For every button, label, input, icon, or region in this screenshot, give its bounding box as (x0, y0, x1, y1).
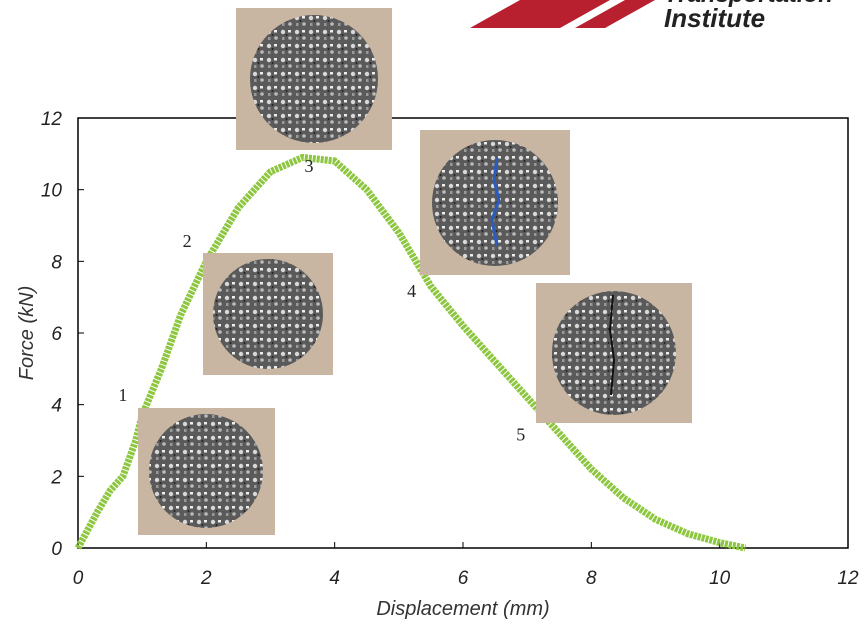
x-tick-label: 8 (586, 568, 597, 589)
y-tick-label: 6 (51, 324, 62, 345)
y-tick-label: 0 (51, 539, 62, 560)
y-tick-label: 2 (50, 467, 62, 488)
specimen-photos (138, 8, 692, 535)
x-tick-label: 12 (837, 568, 859, 589)
x-tick-label: 6 (458, 568, 469, 589)
logo-text: Institute (664, 3, 765, 33)
y-axis-label: Force (kN) (16, 286, 38, 380)
x-tick-label: 2 (200, 568, 212, 589)
logo-text: Transportation (664, 0, 833, 8)
x-tick-label: 10 (709, 568, 731, 589)
annotation: 3 (305, 156, 314, 176)
x-axis-label: Displacement (mm) (376, 598, 549, 620)
logo: Transportation Institute (470, 0, 833, 33)
y-tick-label: 12 (41, 109, 63, 130)
force-curve (74, 153, 747, 552)
annotation: 5 (516, 425, 525, 445)
y-tick-label: 8 (51, 252, 62, 273)
annotation: 2 (183, 231, 192, 251)
y-tick-label: 4 (51, 396, 62, 417)
x-tick-label: 0 (73, 568, 84, 589)
x-tick-label: 4 (329, 568, 340, 589)
annotation: 4 (407, 281, 416, 301)
annotation: 1 (118, 385, 127, 405)
y-tick-label: 10 (41, 181, 63, 202)
